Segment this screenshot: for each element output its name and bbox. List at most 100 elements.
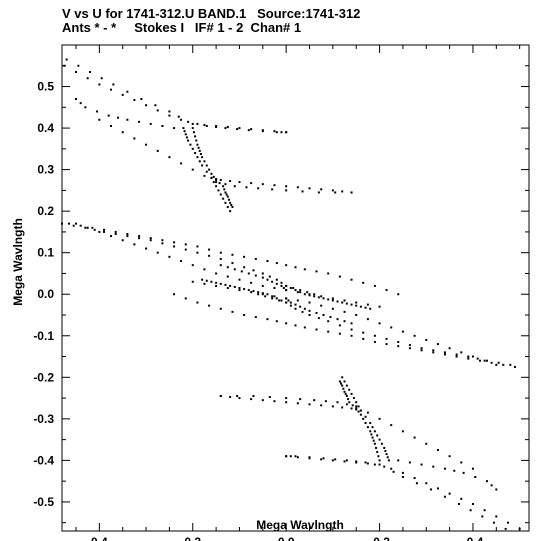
uv-point: [180, 162, 183, 165]
uv-point: [467, 355, 470, 358]
uv-point: [315, 311, 318, 314]
uv-point: [443, 467, 446, 470]
uv-point: [133, 137, 136, 140]
uv-point: [327, 298, 330, 301]
uv-point: [215, 284, 218, 287]
uv-point: [490, 484, 493, 487]
uv-point: [182, 127, 185, 130]
uv-point: [75, 222, 78, 225]
uv-point: [345, 302, 348, 305]
uv-point: [355, 408, 358, 411]
y-tick-label: 0.0: [37, 287, 54, 301]
uv-point: [79, 102, 82, 105]
uv-point: [233, 268, 236, 271]
uv-point: [347, 398, 350, 401]
uv-point: [355, 460, 358, 463]
y-tick-label: 0.4: [37, 121, 54, 135]
uv-point: [271, 280, 274, 283]
uv-point: [224, 191, 227, 194]
uv-point: [401, 476, 404, 478]
uv-point: [303, 268, 306, 271]
uv-point: [243, 288, 246, 291]
uv-point: [252, 290, 255, 293]
uv-point: [352, 397, 355, 400]
x-axis-label: Mega Wavlngth: [256, 518, 344, 532]
uv-point: [226, 287, 229, 289]
uv-point: [107, 114, 110, 117]
uv-point: [377, 455, 380, 458]
uv-point: [308, 457, 311, 460]
uv-point: [322, 297, 325, 300]
uv-point: [327, 272, 330, 275]
uv-point: [289, 455, 292, 458]
uv-point: [226, 195, 229, 198]
uv-point: [373, 334, 376, 337]
uv-point: [478, 359, 481, 362]
uv-point: [432, 465, 435, 468]
uv-point: [436, 449, 439, 451]
uv-point: [362, 337, 365, 340]
uv-point: [103, 230, 106, 233]
uv-point: [320, 295, 323, 298]
uv-point: [306, 291, 309, 294]
uv-point: [285, 401, 288, 404]
uv-point: [351, 404, 354, 407]
uv-point: [285, 301, 288, 304]
uv-point: [250, 291, 253, 294]
uv-point: [301, 190, 304, 193]
uv-point: [187, 120, 190, 123]
uv-point: [222, 185, 225, 188]
uv-point: [114, 233, 117, 235]
uv-point: [432, 349, 435, 352]
uv-point: [369, 307, 372, 310]
uv-point: [420, 463, 423, 466]
chart-title-line-2: Ants * - * Stokes I IF# 1 - 2 Chan# 1: [62, 20, 302, 35]
uv-point: [495, 488, 498, 491]
uv-point: [210, 172, 213, 175]
uv-point: [194, 152, 197, 154]
uv-point: [378, 322, 381, 325]
uv-point: [185, 136, 188, 139]
uv-point: [191, 147, 194, 150]
uv-point: [313, 293, 316, 296]
y-tick-label: -0.2: [33, 370, 54, 384]
y-axis-label: Mega Wavlngth: [11, 218, 25, 306]
uv-point: [215, 181, 218, 184]
uv-point: [345, 395, 348, 397]
uv-point: [331, 307, 334, 310]
uv-point: [201, 278, 204, 281]
uv-point: [350, 303, 353, 306]
uv-point: [177, 115, 180, 118]
uv-point: [243, 266, 246, 269]
uv-point: [68, 222, 71, 225]
uv-point: [278, 299, 281, 302]
uv-point: [408, 461, 411, 464]
uv-point: [145, 104, 148, 107]
uv-point: [370, 433, 373, 436]
uv-point: [236, 395, 239, 397]
uv-point: [219, 251, 222, 254]
uv-point: [408, 344, 411, 347]
uv-point: [378, 305, 381, 308]
uv-point: [247, 272, 250, 275]
plot-frame: [61, 44, 530, 532]
uv-point: [215, 185, 218, 188]
uv-point: [397, 293, 400, 296]
uv-point: [114, 230, 117, 233]
uv-point: [210, 280, 213, 283]
uv-point: [218, 182, 221, 185]
uv-point: [215, 126, 218, 129]
uv-point: [285, 322, 288, 325]
uv-point: [285, 284, 288, 287]
uv-point: [408, 347, 411, 350]
uv-point: [359, 305, 362, 308]
uv-point: [296, 291, 299, 294]
uv-point: [208, 304, 211, 307]
uv-point: [285, 189, 288, 192]
uv-point: [201, 164, 204, 167]
uv-point: [387, 459, 390, 462]
uv-point: [338, 275, 341, 278]
uv-point: [355, 304, 358, 307]
y-tick-label: -0.3: [33, 412, 54, 426]
uv-point: [75, 98, 78, 100]
